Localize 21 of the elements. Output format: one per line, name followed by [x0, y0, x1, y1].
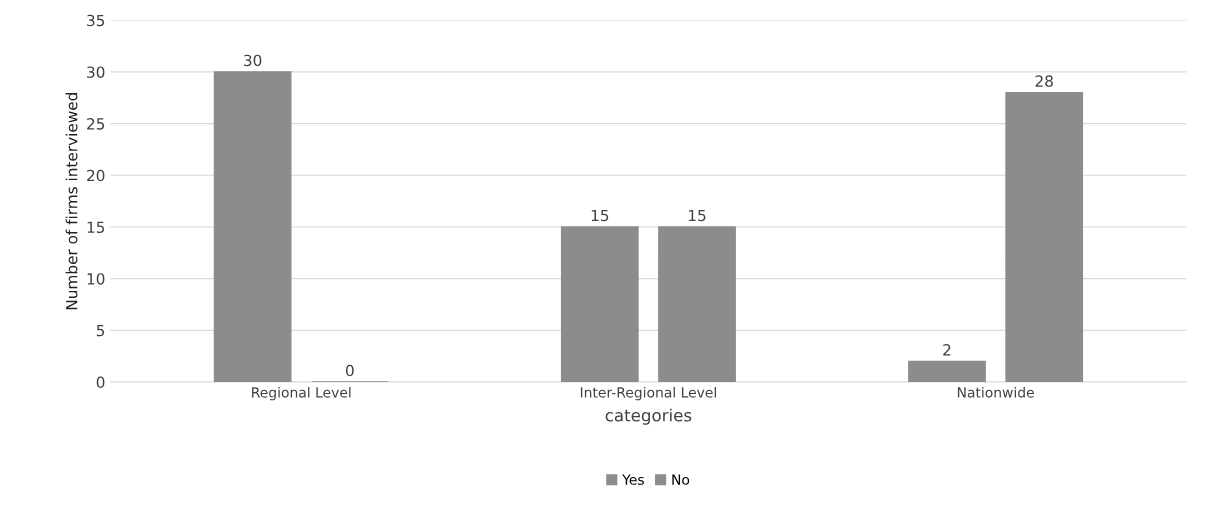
y-tick-label: 30 [87, 66, 105, 78]
x-tick-label: Inter-Regional Level [580, 386, 716, 401]
y-tick-label: 25 [87, 118, 105, 130]
legend-label: Yes [622, 474, 644, 485]
data-label: 2 [943, 344, 951, 356]
x-axis-title: categories [605, 408, 692, 425]
y-axis-title: Number of firms interviewed [65, 93, 78, 310]
y-tick-label: 35 [87, 14, 105, 27]
y-tick-label: 20 [87, 169, 105, 182]
y-tick-label: 15 [87, 221, 105, 233]
data-label: 30 [244, 54, 262, 67]
data-label: 15 [688, 209, 706, 222]
y-tick-label: 0 [96, 376, 105, 389]
y-tick-label: 5 [96, 325, 105, 337]
data-label: 15 [591, 209, 609, 222]
data-label: 28 [1035, 75, 1053, 87]
legend-label: No [672, 474, 690, 485]
data-label: 0 [345, 364, 354, 377]
x-tick-label: Regional Level [252, 386, 351, 401]
x-tick-label: Nationwide [957, 386, 1034, 398]
y-tick-label: 10 [87, 273, 105, 285]
